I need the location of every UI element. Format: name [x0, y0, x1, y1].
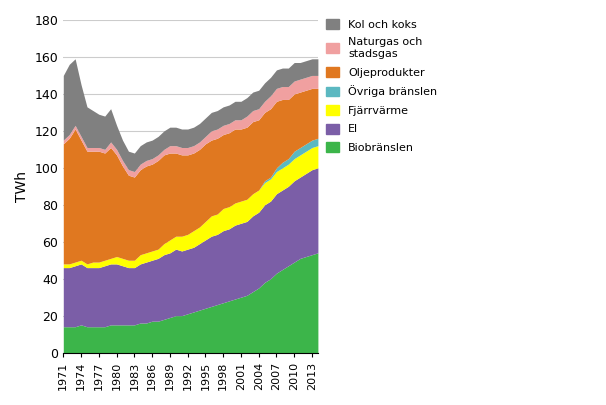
Y-axis label: TWh: TWh: [15, 171, 29, 202]
Legend: Kol och koks, Naturgas och
stadsgas, Oljeprodukter, Övriga bränslen, Fjärrvärme,: Kol och koks, Naturgas och stadsgas, Olj…: [326, 19, 438, 153]
